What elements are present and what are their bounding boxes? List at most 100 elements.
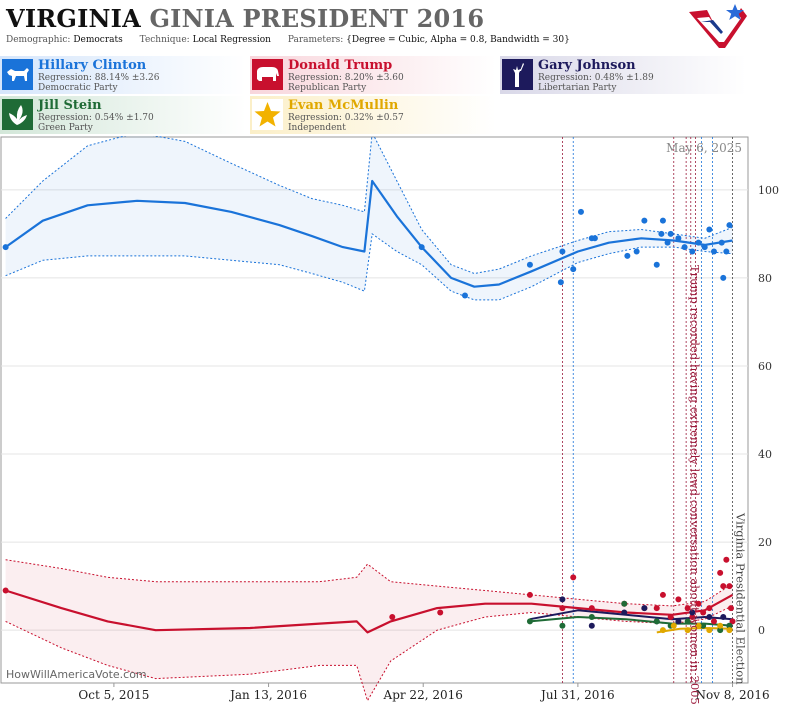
candidate-card-mcmullin: Evan McMullin Regression: 0.32% ±0.57 In…	[250, 96, 496, 134]
data-point	[588, 613, 595, 620]
data-point	[706, 627, 713, 634]
watermark: HowWillAmericaVote.com	[6, 668, 147, 681]
data-point	[437, 609, 444, 616]
confidence-band	[5, 559, 733, 701]
data-point	[591, 235, 598, 242]
data-point	[700, 609, 707, 616]
data-point	[653, 605, 660, 612]
candidate-card-stein: Jill Stein Regression: 0.54% ±1.70 Green…	[0, 96, 246, 134]
technique-value: Local Regression	[192, 35, 271, 45]
data-point	[729, 618, 736, 625]
data-point	[653, 618, 660, 625]
data-point	[389, 613, 396, 620]
x-tick-label: Apr 22, 2016	[383, 688, 463, 702]
data-point	[726, 583, 733, 590]
polling-chart: 0 20 40 60 80 100 Oct 5, 2015 Jan 13, 2016 Apr 2…	[0, 136, 779, 704]
data-point	[720, 613, 727, 620]
data-point	[2, 244, 9, 251]
data-point	[653, 261, 660, 268]
data-point	[726, 622, 733, 629]
data-point	[706, 605, 713, 612]
candidate-name: Hillary Clinton	[38, 58, 147, 73]
data-point	[633, 248, 640, 255]
data-point	[570, 266, 577, 273]
data-point	[706, 226, 713, 233]
candidate-card-trump: Donald Trump Regression: 8.20% ±3.60 Rep…	[250, 56, 496, 94]
data-point	[700, 622, 707, 629]
data-point	[641, 217, 648, 224]
candidate-card-johnson: Gary Johnson Regression: 0.48% ±1.89 Lib…	[500, 56, 746, 94]
data-point	[659, 627, 666, 634]
candidate-regression: Regression: 8.20% ±3.60	[288, 73, 404, 83]
data-point	[723, 556, 730, 563]
data-point	[588, 622, 595, 629]
data-point	[723, 248, 730, 255]
leaf-icon	[2, 99, 33, 130]
data-point	[559, 605, 566, 612]
statue-of-liberty-icon	[502, 59, 533, 90]
date-annotation: May 6, 2025	[666, 141, 742, 155]
y-tick-label: 20	[758, 536, 772, 549]
candidate-name: Evan McMullin	[288, 98, 399, 113]
data-point	[659, 217, 666, 224]
data-point	[658, 230, 665, 237]
candidate-party: Democratic Party	[38, 83, 118, 93]
data-point	[570, 574, 577, 581]
data-point	[717, 627, 724, 634]
candidate-regression: Regression: 88.14% ±3.26	[38, 73, 160, 83]
data-point	[675, 235, 682, 242]
data-point	[726, 222, 733, 229]
data-point	[559, 622, 566, 629]
page-title: VIRGINIA GINIA PRESIDENT 2016	[6, 4, 484, 33]
data-point	[559, 596, 566, 603]
data-point	[667, 230, 674, 237]
trend-line	[5, 589, 734, 634]
data-point	[689, 609, 696, 616]
candidate-card-clinton: Hillary Clinton Regression: 88.14% ±3.26…	[0, 56, 246, 94]
y-tick-label: 0	[758, 624, 765, 637]
data-point	[641, 605, 648, 612]
confidence-lower	[5, 605, 733, 702]
candidate-regression: Regression: 0.48% ±1.89	[538, 73, 654, 83]
candidate-regression: Regression: 0.54% ±1.70	[38, 113, 154, 123]
data-point	[717, 622, 724, 629]
demographic-value: Democrats	[73, 35, 123, 45]
data-point	[418, 244, 425, 251]
donkey-icon	[2, 59, 33, 90]
technique-label: Technique:	[139, 35, 190, 45]
data-point	[695, 622, 702, 629]
y-tick-label: 60	[758, 360, 772, 373]
data-point	[557, 279, 564, 286]
data-point	[670, 622, 677, 629]
star-icon	[252, 99, 283, 130]
data-point	[684, 627, 691, 634]
y-tick-label: 100	[758, 184, 779, 197]
candidate-regression: Regression: 0.32% ±0.57	[288, 113, 404, 123]
data-point	[681, 244, 688, 251]
data-point	[461, 292, 468, 299]
data-point	[526, 618, 533, 625]
data-point	[720, 274, 727, 281]
data-point	[710, 618, 717, 625]
data-point	[720, 583, 727, 590]
data-point	[726, 627, 733, 634]
data-point	[621, 609, 628, 616]
data-point	[727, 605, 734, 612]
data-point	[526, 261, 533, 268]
data-point	[667, 613, 674, 620]
demographic-label: Demographic:	[6, 35, 71, 45]
data-point	[684, 618, 691, 625]
site-logo	[689, 4, 747, 48]
title-rest: GINIA PRESIDENT 2016	[149, 4, 485, 33]
candidate-party: Green Party	[38, 123, 93, 133]
title-state: VIRGINIA	[6, 4, 141, 33]
data-point	[664, 239, 671, 246]
data-point	[675, 596, 682, 603]
candidate-party: Independent	[288, 123, 346, 133]
data-point	[701, 244, 708, 251]
annotation-lewd-conversation: Trump recorded having extremely lewd con…	[688, 265, 702, 704]
annotation-election-day: Virginia Presidential Election	[734, 512, 748, 685]
data-point	[684, 605, 691, 612]
data-point	[659, 591, 666, 598]
candidate-party: Republican Party	[288, 83, 367, 93]
